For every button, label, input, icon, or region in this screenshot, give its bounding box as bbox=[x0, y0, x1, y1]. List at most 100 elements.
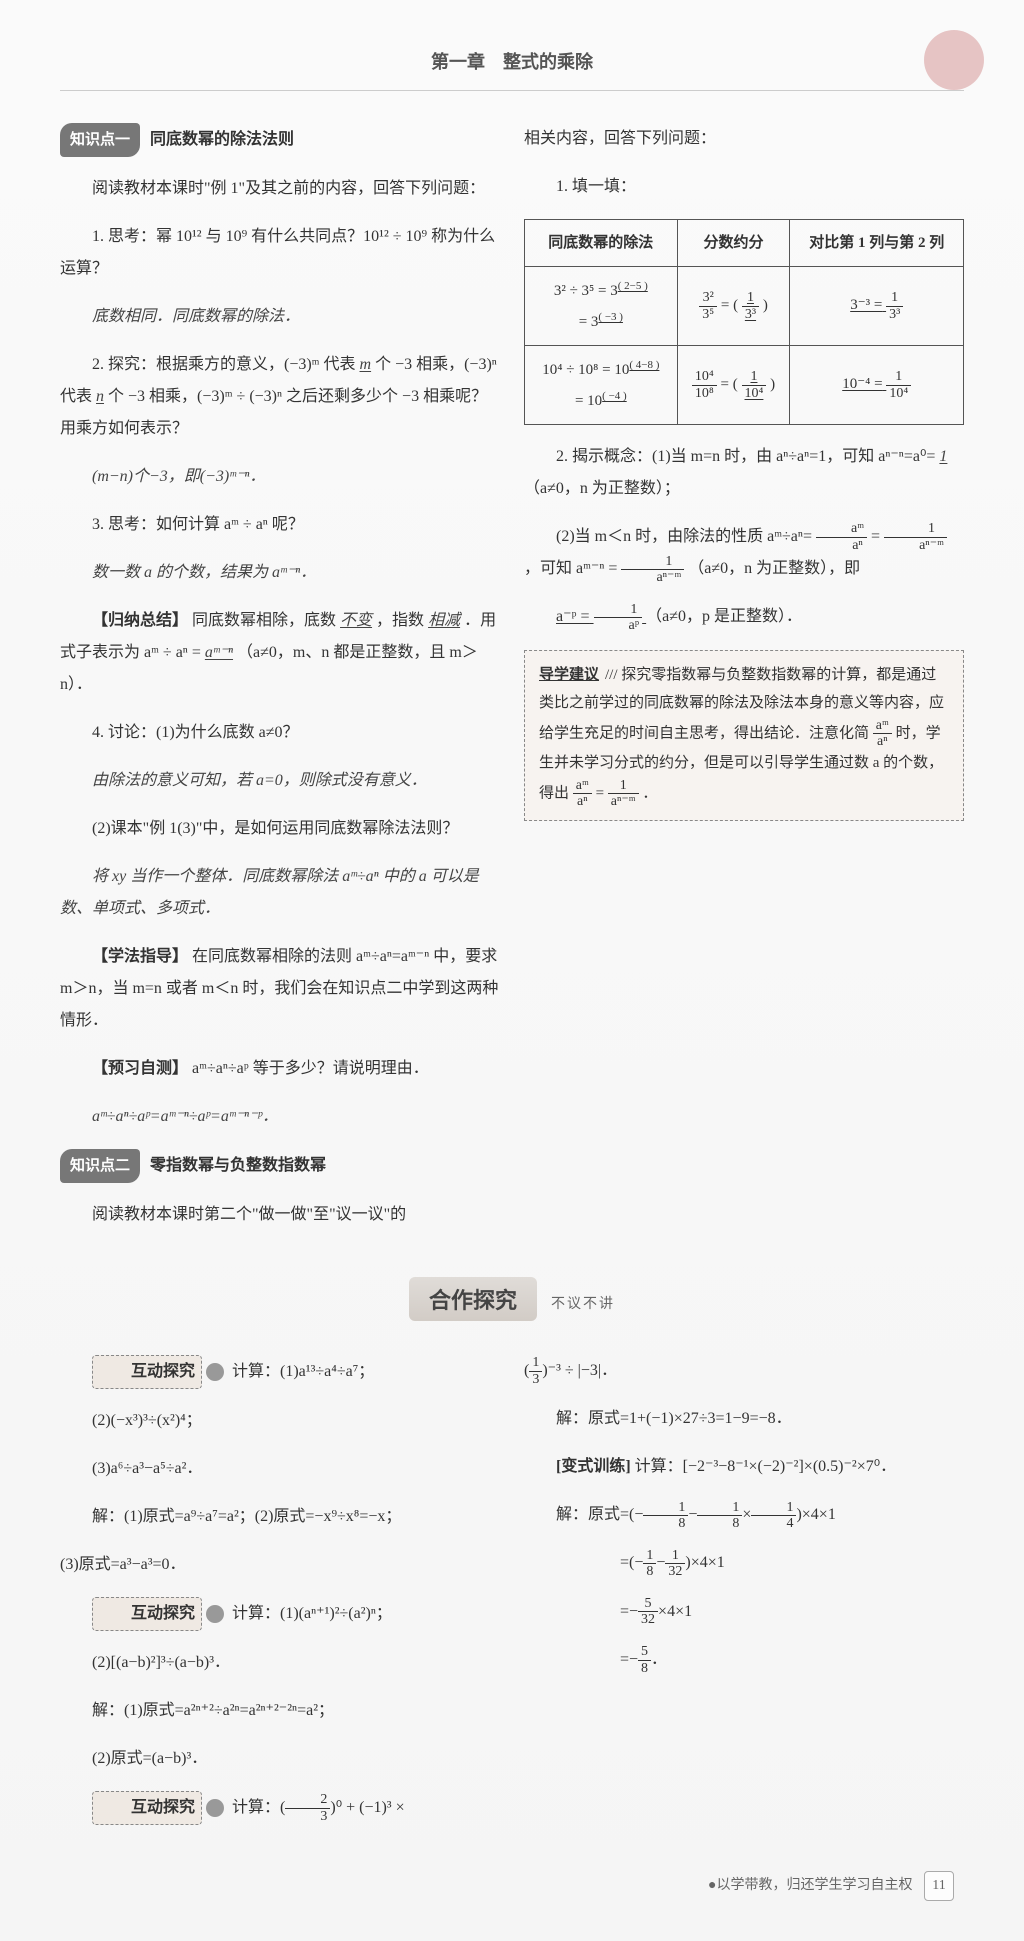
guide-eq: = bbox=[596, 785, 604, 801]
reveal-formula: a⁻ᵖ = 1aᵖ （a≠0，p 是正整数）． bbox=[524, 601, 964, 633]
gf2n: aᵐ bbox=[573, 778, 592, 794]
page-number: 11 bbox=[924, 1871, 954, 1901]
summary-label: 【归纳总结】 bbox=[92, 612, 188, 629]
fden: aᵖ bbox=[594, 618, 643, 633]
r1c3-n: 1 bbox=[886, 290, 903, 306]
r1c1b: = 3 bbox=[579, 314, 599, 330]
summary-pre: 同底数幂相除，底数 bbox=[192, 612, 336, 629]
upper-columns: 知识点一 同底数幂的除法法则 阅读教材本课时"例 1"及其之前的内容，回答下列问… bbox=[60, 107, 964, 1247]
variant: [变式训练] 计算：[−2⁻³−8⁻¹×(−2)⁻²]×(0.5)⁻²×7⁰． bbox=[524, 1451, 964, 1483]
r1c1b-exp: ( −3 ) bbox=[598, 311, 623, 323]
summary-mid1: ，指数 bbox=[376, 612, 424, 629]
r2c3: 10⁻⁴ = 110⁴ bbox=[790, 346, 964, 425]
reveal-1: 2. 揭示概念：(1)当 m=n 时，由 aⁿ÷aⁿ=1，可知 aⁿ⁻ⁿ=a⁰=… bbox=[524, 441, 964, 505]
kp2-heading: 知识点二 零指数幂与负整数指数幂 bbox=[60, 1149, 500, 1183]
r1c2: 3²3⁵ = ( 13³ ) bbox=[677, 267, 790, 346]
kp1-q2-post: 个 −3 相乘，(−3)ᵐ ÷ (−3)ⁿ 之后还剩多少个 −3 相乘呢？用乘方… bbox=[60, 388, 487, 437]
probe3-sol: 解：原式=1+(−1)×27÷3=1−9=−8． bbox=[524, 1403, 964, 1435]
gf1n: aᵐ bbox=[873, 718, 892, 734]
kp1-q4: 4. 讨论：(1)为什么底数 a≠0？ bbox=[60, 717, 500, 749]
vs2f2d: 32 bbox=[665, 1564, 685, 1579]
kp1-q4b: (2)课本"例 1(3)"中，是如何运用同底数幂除法法则？ bbox=[60, 813, 500, 845]
r1c2-an: 1 bbox=[742, 290, 759, 306]
slashes-icon: /// bbox=[605, 667, 618, 683]
probe3-label: 互动探究 bbox=[92, 1791, 202, 1825]
kp1-preview-a: aᵐ÷aⁿ÷aᵖ=aᵐ⁻ⁿ÷aᵖ=aᵐ⁻ⁿ⁻ᵖ． bbox=[60, 1101, 500, 1133]
r2c1b-exp: ( −4 ) bbox=[602, 390, 627, 402]
p3q2d: 3 bbox=[529, 1372, 542, 1387]
r2c2-den: 10⁸ bbox=[692, 386, 717, 401]
probe3: 互动探究 3 计算：(23)⁰ + (−1)³ × bbox=[60, 1791, 500, 1825]
kp1-a3: 数一数 a 的个数，结果为 aᵐ⁻ⁿ． bbox=[60, 557, 500, 589]
kp1-preview: 【预习自测】 aᵐ÷aⁿ÷aᵖ 等于多少？请说明理由． bbox=[60, 1053, 500, 1085]
vs1post: )×4×1 bbox=[796, 1506, 835, 1523]
table-row: 10⁴ ÷ 10⁸ = 10( 4−8 ) = 10( −4 ) 10⁴10⁸ … bbox=[525, 346, 964, 425]
kp1-intro: 阅读教材本课时"例 1"及其之前的内容，回答下列问题： bbox=[60, 173, 500, 205]
vs2m: − bbox=[656, 1554, 665, 1571]
vs-l2: =(−18−132)×4×1 bbox=[524, 1547, 964, 1579]
gf2d: aⁿ bbox=[573, 794, 592, 809]
vs1f2n: 1 bbox=[697, 1500, 742, 1516]
probe2-q2: (2)[(a−b)²]³÷(a−b)³． bbox=[60, 1647, 500, 1679]
chapter-header: 第一章 整式的乘除 bbox=[60, 40, 964, 91]
guide-period: ． bbox=[642, 785, 657, 801]
kp1-summary: 【归纳总结】 同底数幂相除，底数 不变 ，指数 相减 ．用式子表示为 aᵐ ÷ … bbox=[60, 605, 500, 701]
lower-left: 互动探究 1 计算：(1)a¹³÷a⁴÷a⁷； (2)(−x³)³÷(x²)⁴；… bbox=[60, 1339, 500, 1841]
r1c2-ad: 3³ bbox=[742, 307, 759, 322]
r1c1a-exp: ( 2−5 ) bbox=[618, 280, 648, 292]
vs2f1d: 8 bbox=[643, 1564, 656, 1579]
probe2-sol2: (2)原式=(a−b)³． bbox=[60, 1743, 500, 1775]
r1c2-post: ) bbox=[763, 297, 768, 313]
vs1f3d: 4 bbox=[751, 1516, 796, 1531]
method-label: 【学法指导】 bbox=[92, 948, 188, 965]
vs-l1: 解：原式=(−18−18×14)×4×1 bbox=[524, 1499, 964, 1531]
section-banner: 合作探究 不议不讲 bbox=[60, 1277, 964, 1321]
r2f1d: aⁿ bbox=[816, 538, 867, 553]
lower-right: (13)⁻³ ÷ |−3|． 解：原式=1+(−1)×27÷3=1−9=−8． … bbox=[524, 1339, 964, 1841]
kp1-a4b: 将 xy 当作一个整体．同底数幂除法 aᵐ÷aⁿ 中的 a 可以是数、单项式、多… bbox=[60, 861, 500, 925]
r2-mid: ，可知 aᵐ⁻ⁿ = bbox=[524, 560, 617, 577]
r1c3: 3⁻³ = 13³ bbox=[790, 267, 964, 346]
kp1-q2-blank1: m bbox=[360, 356, 372, 373]
vs2pre: =(− bbox=[620, 1554, 643, 1571]
kp1-heading: 知识点一 同底数幂的除法法则 bbox=[60, 123, 500, 157]
probe1-sol2: (3)原式=a³−a³=0． bbox=[60, 1549, 500, 1581]
probe1-sol: 解：(1)原式=a⁹÷a⁷=a²；(2)原式=−x⁹÷x⁸=−x； bbox=[60, 1501, 500, 1533]
r2c2: 10⁴10⁸ = ( 110⁴ ) bbox=[677, 346, 790, 425]
probe2-num: 2 bbox=[206, 1605, 224, 1623]
right-column: 相关内容，回答下列问题： 1. 填一填： 同底数幂的除法 分数约分 对比第 1 … bbox=[524, 107, 964, 1247]
gf3n: 1 bbox=[608, 778, 639, 794]
r2-post: （a≠0，n 为正整数），即 bbox=[688, 560, 860, 577]
probe3-q-pre: 计算：( bbox=[232, 1799, 285, 1816]
kp1-q3: 3. 思考：如何计算 aᵐ ÷ aⁿ 呢？ bbox=[60, 509, 500, 541]
kp1-q2-pre: 2. 探究：根据乘方的意义，(−3)ᵐ 代表 bbox=[92, 356, 356, 373]
th-2: 分数约分 bbox=[677, 220, 790, 267]
vs1f1d: 8 bbox=[643, 1516, 688, 1531]
kp1-a2: (m−n)个−3，即(−3)ᵐ⁻ⁿ． bbox=[60, 461, 500, 493]
kp2-title: 零指数幂与负整数指数幂 bbox=[150, 1157, 326, 1174]
vs1f3n: 1 bbox=[751, 1500, 796, 1516]
reveal-post1: （a≠0，n 为正整数）； bbox=[524, 480, 680, 497]
vs2post: )×4×1 bbox=[685, 1554, 724, 1571]
r1c1: 3² ÷ 3⁵ = 3( 2−5 ) = 3( −3 ) bbox=[525, 267, 678, 346]
variant-label: [变式训练] bbox=[556, 1458, 631, 1475]
r1c3-d: 3³ bbox=[886, 307, 903, 322]
vs1m1: − bbox=[688, 1506, 697, 1523]
r2c1a-exp: ( 4−8 ) bbox=[629, 359, 659, 371]
vs2f2n: 1 bbox=[665, 1548, 685, 1564]
r2c2-post: ) bbox=[770, 376, 775, 392]
probe2-q: 计算：(1)(aⁿ⁺¹)²÷(a²)ⁿ； bbox=[232, 1605, 392, 1622]
p3q2n: 1 bbox=[529, 1355, 542, 1371]
r2f2n: 1 bbox=[884, 521, 947, 537]
reveal-2: (2)当 m＜n 时，由除法的性质 aᵐ÷aⁿ= aᵐaⁿ = 1aⁿ⁻ᵐ ，可… bbox=[524, 521, 964, 585]
reveal-pre: 2. 揭示概念：(1)当 m=n 时，由 aⁿ÷aⁿ=1，可知 aⁿ⁻ⁿ=a⁰= bbox=[556, 448, 935, 465]
banner-sub: 不议不讲 bbox=[551, 1293, 615, 1313]
p3qd: 3 bbox=[285, 1809, 330, 1824]
probe3-num: 3 bbox=[206, 1799, 224, 1817]
r2an: 1 bbox=[621, 554, 684, 570]
r2c3-n: 1 bbox=[886, 369, 911, 385]
probe1-q: 计算：(1)a¹³÷a⁴÷a⁷； bbox=[232, 1363, 374, 1380]
kp2-intro: 阅读教材本课时第二个"做一做"至"议一议"的 bbox=[60, 1199, 500, 1231]
guide-title: 导学建议 bbox=[539, 667, 599, 683]
r2f1n: aᵐ bbox=[816, 521, 867, 537]
